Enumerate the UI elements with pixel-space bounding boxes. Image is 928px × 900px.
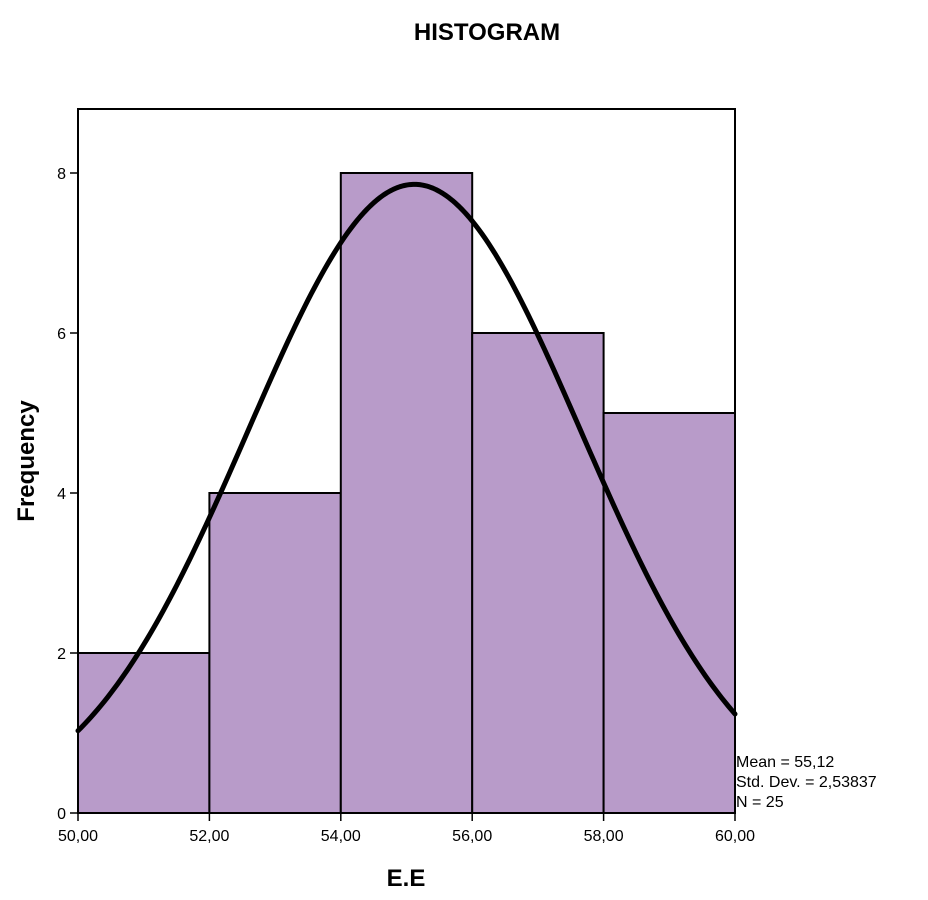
y-tick-label: 8 [57,166,66,183]
x-tick-label: 60,00 [715,828,755,845]
normal-curve-line [75,181,738,734]
x-tick-label: 58,00 [584,828,624,845]
stats-n: N = 25 [736,794,784,811]
y-tick-label: 0 [57,806,66,823]
y-axis-label: Frequency [13,400,40,522]
y-tick-label: 6 [57,326,66,343]
x-tick-label: 54,00 [321,828,361,845]
chart-title: HISTOGRAM [414,19,560,46]
stats-std-dev: Std. Dev. = 2,53837 [736,774,877,791]
stats-mean: Mean = 55,12 [736,754,834,771]
bars-layer [77,172,736,814]
histogram-bar [77,652,211,814]
x-tick-label: 56,00 [452,828,492,845]
stats-box: Mean = 55,12 Std. Dev. = 2,53837 N = 25 [736,754,877,811]
histogram-bar [471,332,605,814]
x-axis-label: E.E [387,865,426,892]
x-tick-label: 50,00 [58,828,98,845]
x-tick-label: 52,00 [189,828,229,845]
x-axis: 50,00 52,00 54,00 56,00 58,00 60,00 [58,813,755,845]
y-tick-label: 4 [57,486,66,503]
y-tick-label: 2 [57,646,66,663]
histogram-bar [339,172,474,814]
y-axis: 0 2 4 6 8 [57,166,78,823]
histogram-bar [208,492,342,814]
plot-frame [77,108,736,814]
